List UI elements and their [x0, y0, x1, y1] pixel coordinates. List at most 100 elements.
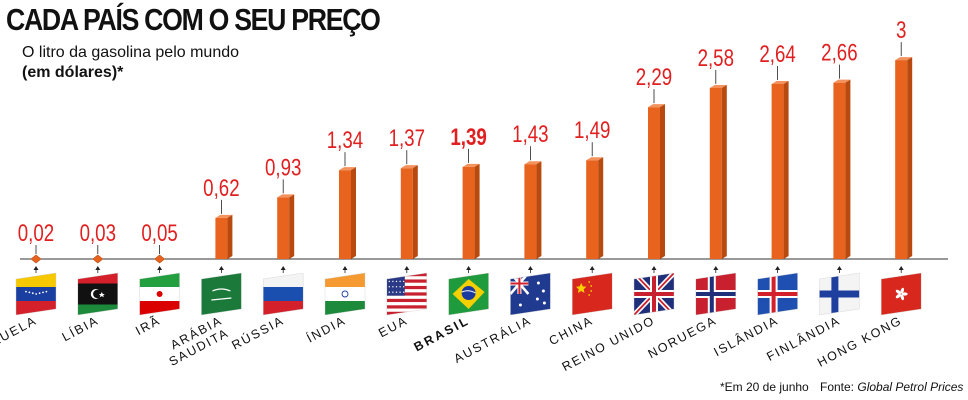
category-label: LÍBIA [59, 312, 101, 344]
iceland-flag [757, 272, 798, 316]
finland-flag [819, 272, 860, 316]
bar-group: 0,93 RÚSSIA [229, 154, 301, 352]
bar-top [524, 161, 542, 165]
bar-top [833, 79, 851, 83]
pointer-arrow [713, 266, 719, 270]
bar-side [845, 79, 851, 259]
value-label: 0,93 [265, 154, 301, 181]
pointer-arrow [218, 266, 224, 270]
bar [339, 170, 351, 259]
category-label: VENEZUELA [0, 313, 39, 368]
bar-side [474, 163, 480, 259]
india-flag [324, 272, 366, 316]
value-label: 1,34 [327, 127, 363, 154]
bar-side [783, 80, 789, 259]
pointer-arrow [651, 266, 657, 270]
bar-top [462, 163, 480, 167]
pointer-arrow [342, 266, 348, 270]
bar-side [907, 57, 913, 259]
value-label: 1,39 [450, 124, 486, 151]
bar-top [709, 84, 727, 88]
bar [215, 217, 228, 259]
pointer-arrow [95, 266, 101, 270]
russia-flag [263, 272, 304, 316]
bar [30, 254, 42, 264]
bar-side [660, 104, 665, 259]
pointer-arrow [404, 266, 410, 270]
category-label: ARÁBIASAUDITA [160, 312, 232, 369]
bar-top [771, 80, 789, 84]
bar [524, 164, 537, 259]
bar [771, 83, 784, 259]
pointer-arrow [527, 266, 533, 270]
bar-side [351, 167, 356, 259]
value-label: 2,29 [636, 64, 672, 91]
brazil-flag [448, 272, 489, 316]
bar [586, 160, 599, 259]
bar-side [536, 161, 542, 259]
value-label: 2,58 [698, 45, 734, 72]
category-label: RÚSSIA [229, 312, 287, 352]
bar-top [895, 57, 913, 61]
pointer-arrow [775, 266, 781, 270]
hong-kong-flag [881, 272, 922, 316]
unit-label: (em dólares)* [22, 64, 124, 81]
source-name: Global Petrol Prices [857, 380, 964, 394]
bar-top [339, 167, 356, 171]
china-flag [572, 272, 613, 316]
value-label: 1,43 [512, 121, 548, 148]
value-label: 1,37 [389, 125, 425, 152]
usa-flag [386, 272, 427, 316]
chart-title: CADA PAÍS COM O SEU PREÇO [6, 2, 381, 37]
bar [462, 166, 475, 259]
category-label: IRÃ [133, 313, 163, 338]
category-label: CHINA [547, 313, 596, 348]
bar-side [721, 84, 727, 259]
value-label: 2,66 [821, 39, 857, 66]
bar-side [289, 194, 295, 259]
pointer-arrow [33, 266, 39, 270]
australia-flag [510, 272, 551, 316]
bar-top [400, 165, 418, 169]
pointer-arrow [836, 266, 842, 270]
bar-group: 0,62 ARÁBIASAUDITA [160, 175, 240, 369]
bar [709, 87, 722, 259]
bar-top [215, 214, 233, 218]
bar-top [277, 194, 295, 198]
bar [895, 60, 908, 259]
category-label: ÍNDIA [304, 312, 348, 345]
libya-flag [77, 272, 118, 316]
bar-side [598, 157, 604, 259]
value-label: 0,05 [141, 220, 177, 247]
value-label: 0,02 [18, 220, 54, 247]
category-label: EUA [376, 313, 410, 340]
pointer-arrow [589, 266, 595, 270]
value-label: 1,49 [574, 117, 610, 144]
chart-subtitle: O litro da gasolina pelo mundo [22, 44, 240, 61]
value-label: 2,64 [759, 41, 795, 68]
bar-top [586, 157, 604, 161]
bar [833, 82, 846, 259]
bar [277, 197, 290, 259]
bar [154, 254, 166, 264]
value-label: 3 [896, 17, 906, 44]
saudi-arabia-flag [201, 272, 242, 316]
bar [400, 168, 413, 259]
value-label: 0,03 [80, 220, 116, 247]
pointer-arrow [898, 266, 904, 270]
pointer-arrow [466, 266, 472, 270]
bar-top [648, 104, 665, 108]
source-credit: Fonte: Global Petrol Prices [820, 380, 963, 394]
bar-side [227, 214, 233, 259]
value-label: 0,62 [203, 175, 239, 202]
bar-side [412, 165, 418, 259]
uk-flag [633, 272, 675, 316]
category-label: NORUEGA [646, 313, 720, 361]
venezuela-flag [15, 272, 57, 316]
bar [648, 107, 660, 259]
bar [92, 254, 104, 264]
pointer-arrow [157, 266, 163, 270]
source-prefix: Fonte: [820, 380, 858, 394]
